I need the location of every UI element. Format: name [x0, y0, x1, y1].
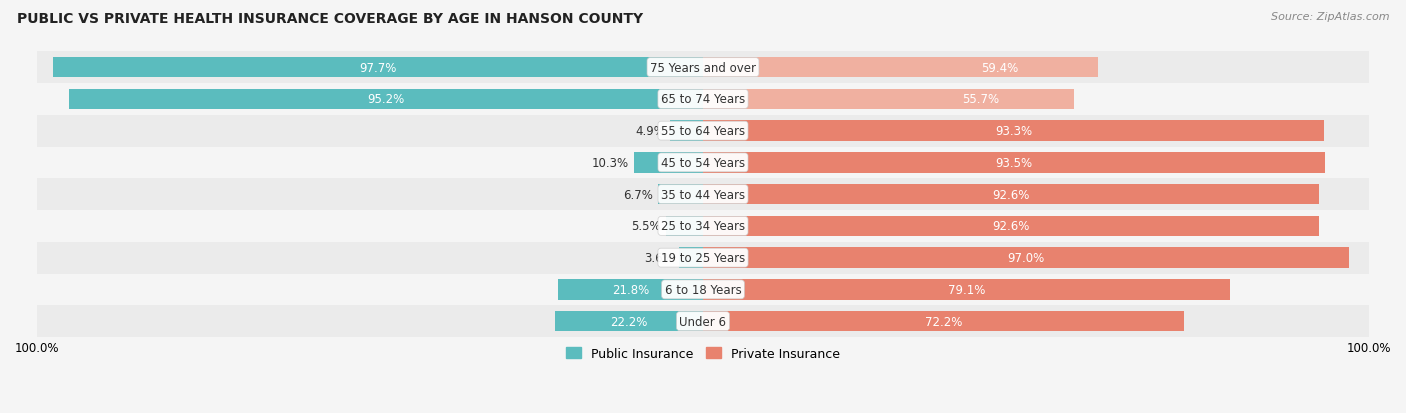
Legend: Public Insurance, Private Insurance: Public Insurance, Private Insurance [561, 342, 845, 365]
Text: 92.6%: 92.6% [993, 220, 1031, 233]
Text: 79.1%: 79.1% [948, 283, 986, 296]
Bar [37, 116, 1369, 147]
Bar [703, 58, 1098, 78]
Bar [703, 280, 1230, 300]
Text: 35 to 44 Years: 35 to 44 Years [661, 188, 745, 201]
Text: 55.7%: 55.7% [963, 93, 1000, 106]
Text: 72.2%: 72.2% [925, 315, 962, 328]
Text: 97.7%: 97.7% [359, 62, 396, 74]
Text: Source: ZipAtlas.com: Source: ZipAtlas.com [1271, 12, 1389, 22]
Bar [69, 89, 703, 110]
Text: 45 to 54 Years: 45 to 54 Years [661, 157, 745, 169]
Text: 6 to 18 Years: 6 to 18 Years [665, 283, 741, 296]
Bar [703, 311, 1184, 332]
Text: 75 Years and over: 75 Years and over [650, 62, 756, 74]
Bar [703, 184, 1319, 205]
Bar [37, 306, 1369, 337]
Text: 22.2%: 22.2% [610, 315, 648, 328]
Bar [52, 58, 703, 78]
Text: Under 6: Under 6 [679, 315, 727, 328]
Bar [671, 121, 703, 142]
Bar [555, 311, 703, 332]
Bar [679, 248, 703, 268]
Bar [703, 121, 1324, 142]
Bar [37, 179, 1369, 211]
Text: 5.5%: 5.5% [631, 220, 661, 233]
Text: 59.4%: 59.4% [981, 62, 1018, 74]
Bar [37, 147, 1369, 179]
Bar [703, 216, 1319, 237]
Bar [658, 184, 703, 205]
Text: 93.5%: 93.5% [995, 157, 1033, 169]
Text: PUBLIC VS PRIVATE HEALTH INSURANCE COVERAGE BY AGE IN HANSON COUNTY: PUBLIC VS PRIVATE HEALTH INSURANCE COVER… [17, 12, 643, 26]
Text: 6.7%: 6.7% [623, 188, 652, 201]
Bar [37, 84, 1369, 116]
Bar [703, 153, 1326, 173]
Bar [37, 242, 1369, 274]
Text: 21.8%: 21.8% [612, 283, 650, 296]
Bar [634, 153, 703, 173]
Text: 19 to 25 Years: 19 to 25 Years [661, 252, 745, 264]
Bar [37, 52, 1369, 84]
Text: 10.3%: 10.3% [592, 157, 628, 169]
Text: 65 to 74 Years: 65 to 74 Years [661, 93, 745, 106]
Text: 3.6%: 3.6% [644, 252, 673, 264]
Bar [703, 248, 1348, 268]
Bar [37, 274, 1369, 306]
Text: 55 to 64 Years: 55 to 64 Years [661, 125, 745, 138]
Bar [37, 211, 1369, 242]
Text: 93.3%: 93.3% [995, 125, 1032, 138]
Bar [558, 280, 703, 300]
Text: 4.9%: 4.9% [636, 125, 665, 138]
Text: 92.6%: 92.6% [993, 188, 1031, 201]
Text: 25 to 34 Years: 25 to 34 Years [661, 220, 745, 233]
Bar [703, 89, 1074, 110]
Text: 97.0%: 97.0% [1007, 252, 1045, 264]
Bar [666, 216, 703, 237]
Text: 95.2%: 95.2% [367, 93, 405, 106]
